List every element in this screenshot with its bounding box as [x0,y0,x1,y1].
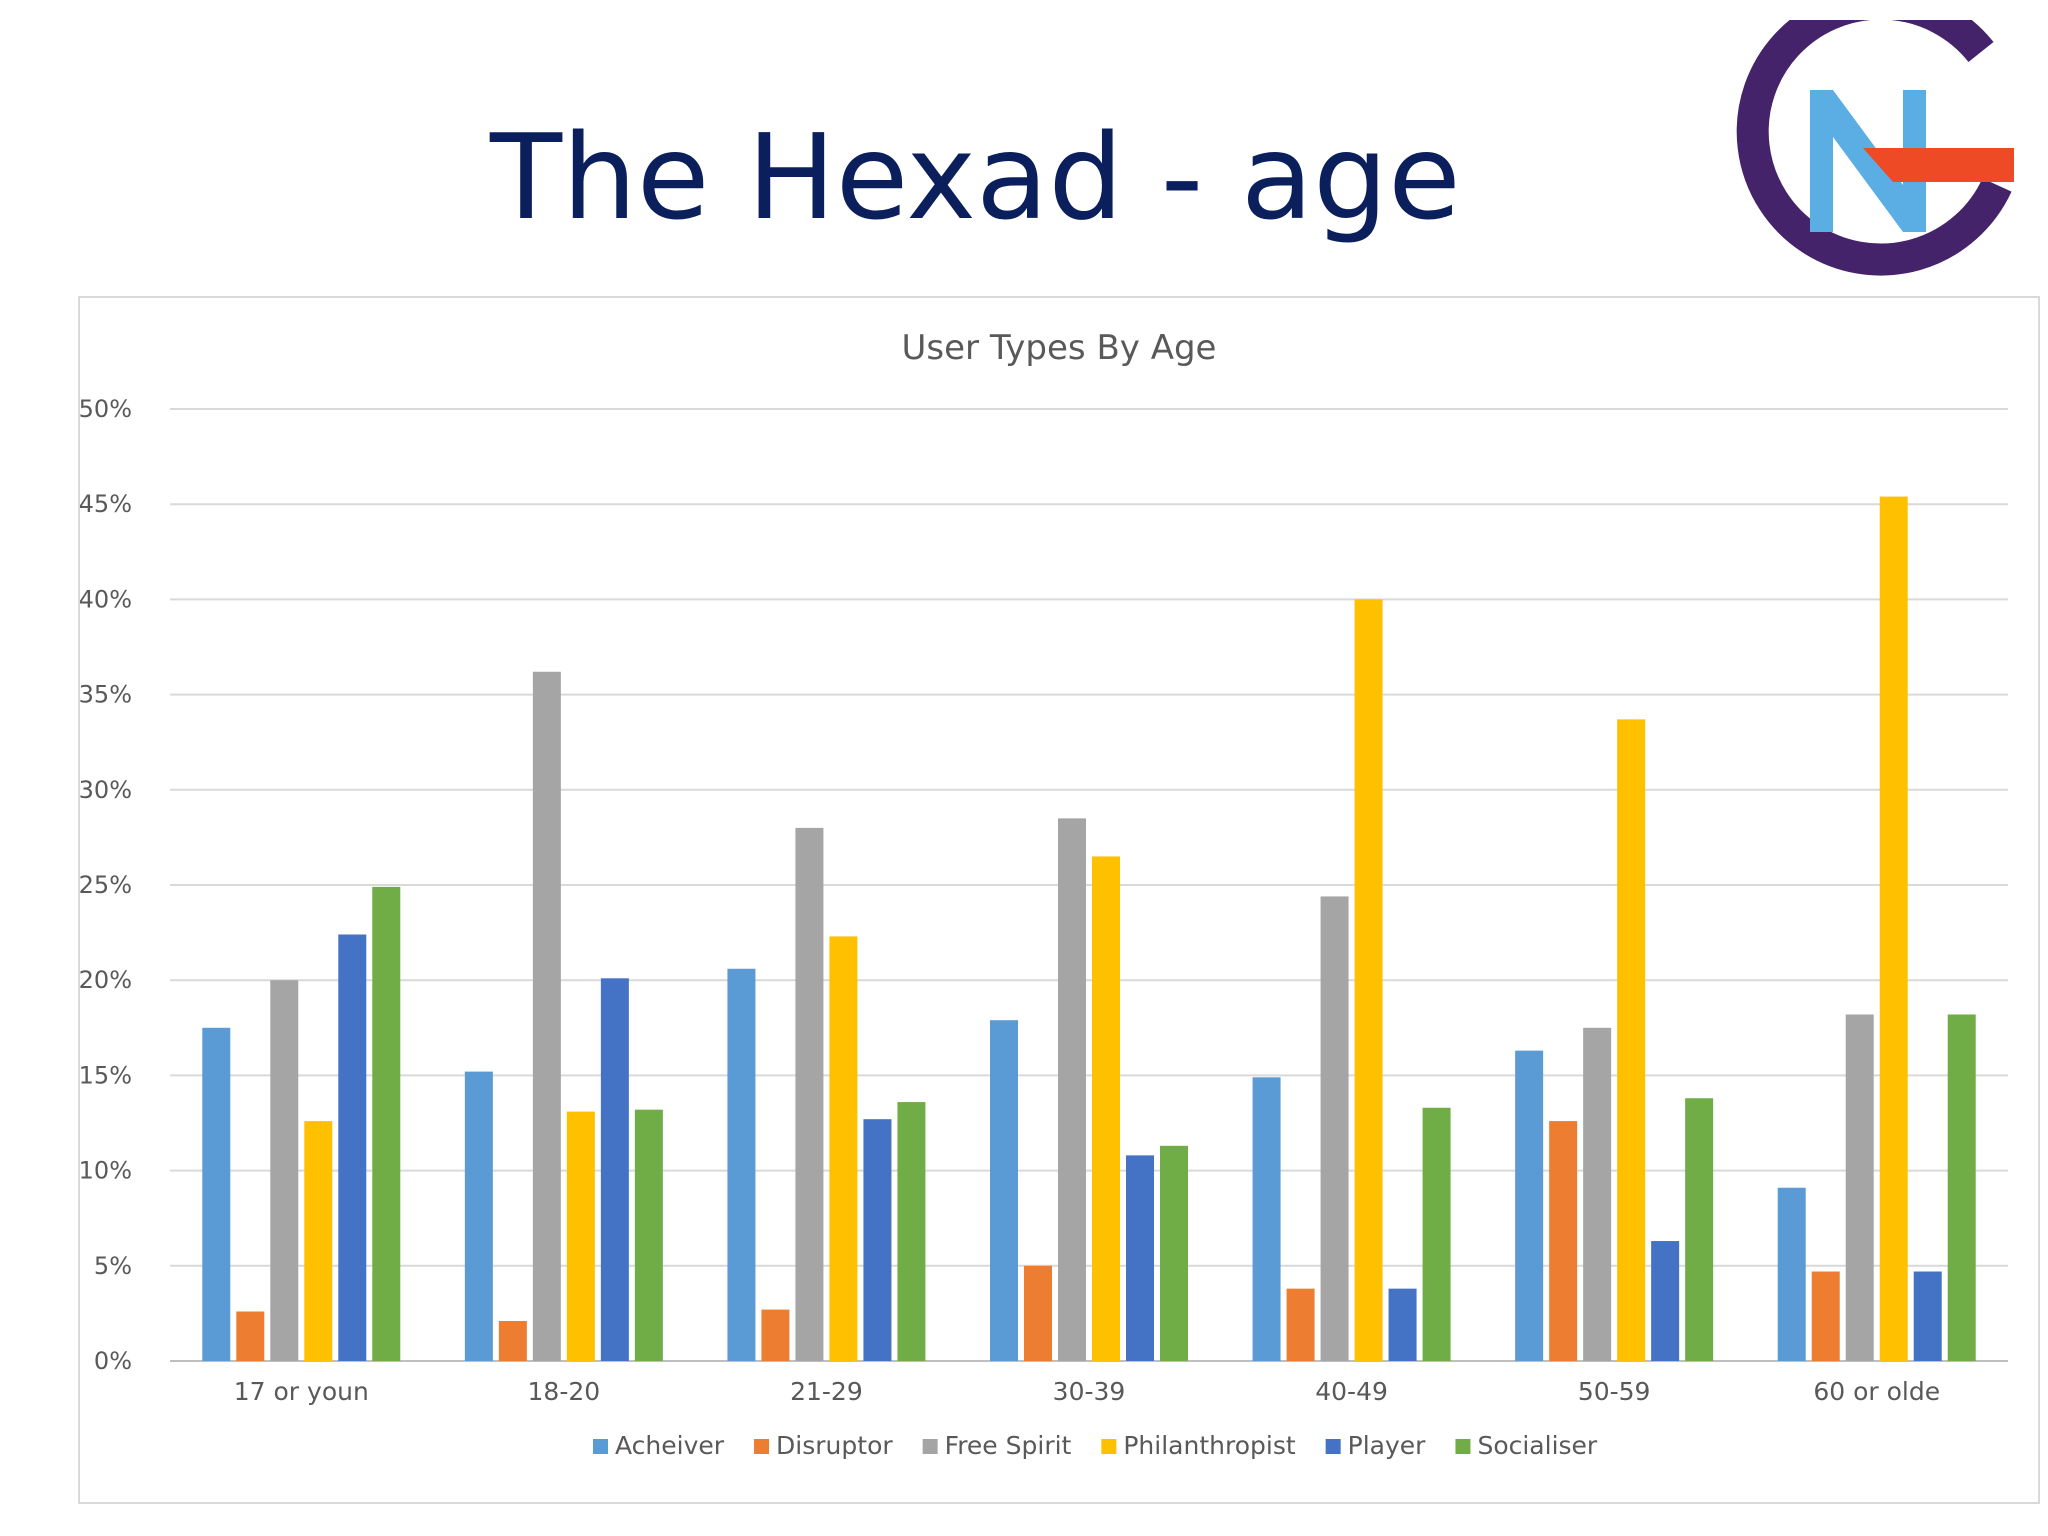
bar-socialiser [1685,1098,1714,1361]
bar-philanthropist [829,936,858,1361]
bar-socialiser [1160,1145,1188,1361]
bar-player [1126,1155,1154,1361]
bar-philanthropist [1092,856,1120,1361]
legend-swatch [1101,1439,1117,1454]
logo-bar [1863,148,2014,182]
bar-philanthropist [304,1121,333,1361]
x-tick-label: 30-39 [1053,1377,1126,1406]
legend-label: Free Spirit [945,1431,1072,1460]
y-tick-label: 50% [80,395,132,423]
x-tick-label: 18-20 [528,1377,601,1406]
bar-disruptor [1024,1265,1052,1361]
bar-philanthropist [1879,496,1908,1361]
bar-disruptor [498,1321,527,1361]
legend-label: Socialiser [1477,1431,1597,1460]
bar-acheiver [464,1071,493,1361]
y-axis-ticks: 0% 5% 10% 15% 20% 25% 30% 35% 40% 45% 50% [80,395,132,1375]
bar-acheiver [990,1020,1018,1361]
x-axis-ticks: 17 or youn 18-20 21-29 30-39 40-49 50-59 60 or… [234,1377,1940,1406]
bar-disruptor [761,1309,790,1361]
legend: Acheiver Disruptor Free Spirit Philanthropi… [593,1431,1598,1460]
bar-free-spirit [532,671,561,1361]
y-tick-label: 40% [80,585,132,613]
gn-logo-icon [1725,0,2025,300]
bar-player [338,934,367,1361]
gridlines [170,408,2008,1362]
bar-player [1651,1241,1680,1361]
legend-swatch [922,1439,938,1454]
bar-free-spirit [1320,896,1349,1361]
bar-socialiser [1947,1014,1976,1361]
y-tick-label: 5% [94,1252,132,1280]
bars [202,496,1976,1361]
bar-socialiser [634,1109,663,1361]
x-tick-label: 60 or olde [1813,1377,1940,1406]
bar-philanthropist [566,1111,595,1361]
y-tick-label: 25% [80,871,132,899]
y-tick-label: 0% [94,1347,132,1375]
bar-acheiver [727,968,756,1361]
x-tick-label: 40-49 [1315,1377,1388,1406]
logo-ring [1736,0,2012,276]
legend-swatch [593,1439,608,1454]
bar-free-spirit [1845,1014,1874,1361]
bar-acheiver [202,1027,231,1361]
bar-socialiser [1422,1107,1451,1361]
bar-acheiver [1515,1050,1544,1361]
y-tick-label: 30% [80,776,132,804]
bar-acheiver [1252,1077,1281,1361]
gn-logo-graphic [1736,0,2014,276]
x-tick-label: 21-29 [790,1377,863,1406]
legend-label: Disruptor [776,1431,893,1460]
chart-frame: User Types By Age 0% 5% 10% 15% 20% 25% 30% 35%… [78,296,2040,1504]
legend-swatch [1325,1439,1341,1454]
y-tick-label: 15% [80,1061,132,1089]
bar-player [600,978,629,1361]
bar-free-spirit [795,827,824,1361]
x-tick-label: 50-59 [1578,1377,1651,1406]
y-tick-label: 35% [80,681,132,709]
bar-disruptor [1549,1121,1578,1361]
y-tick-label: 10% [80,1157,132,1185]
bar-socialiser [897,1102,926,1361]
bar-free-spirit [1583,1027,1612,1361]
logo-letter-n [1810,90,1926,232]
bar-player [1388,1288,1417,1361]
bar-free-spirit [270,980,299,1361]
bar-free-spirit [1058,818,1086,1361]
bar-disruptor [236,1311,265,1361]
y-tick-label: 20% [80,966,132,994]
bar-socialiser [372,886,401,1361]
bar-disruptor [1811,1271,1840,1361]
slide-title: The Hexad - age [490,108,1461,246]
legend-label: Acheiver [615,1431,725,1460]
y-tick-label: 45% [80,490,132,518]
bar-player [1913,1271,1942,1361]
bar-chart: User Types By Age 0% 5% 10% 15% 20% 25% 30% 35%… [80,328,2008,1460]
bar-philanthropist [1617,719,1646,1361]
chart-title: User Types By Age [902,328,1217,368]
bar-philanthropist [1354,599,1383,1361]
bar-player [863,1119,892,1361]
legend-label: Philanthropist [1123,1431,1295,1460]
legend-swatch [754,1439,770,1454]
bar-acheiver [1777,1187,1806,1361]
x-tick-label: 17 or youn [234,1377,369,1406]
legend-swatch [1455,1439,1471,1454]
legend-label: Player [1348,1431,1427,1460]
bar-disruptor [1286,1288,1315,1361]
